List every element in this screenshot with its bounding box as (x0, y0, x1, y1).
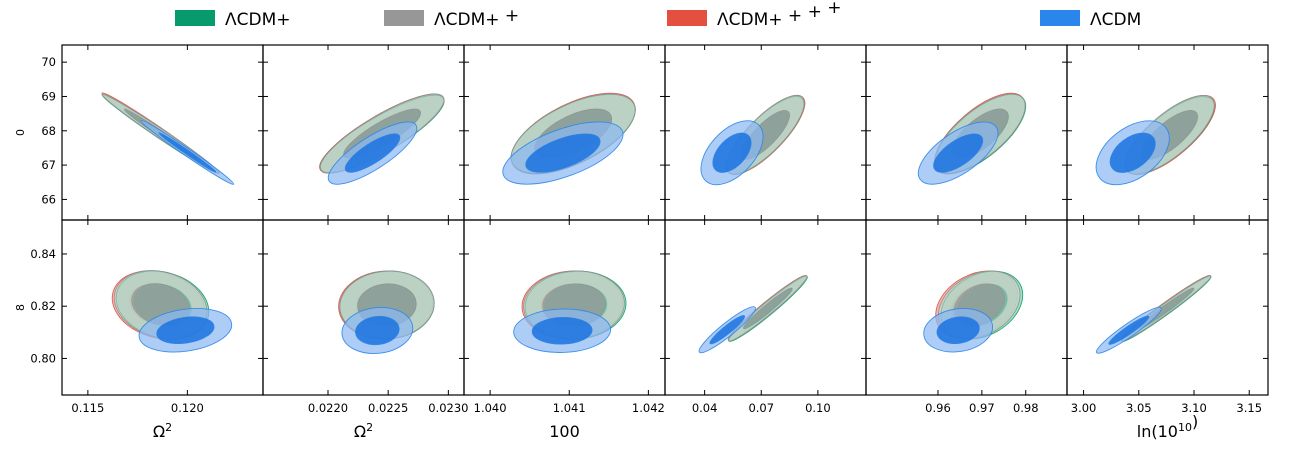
panel-H0-ombh2 (262, 44, 465, 221)
contour-inner--CDM (1109, 132, 1156, 173)
x-tick-label: 0.96 (925, 401, 951, 415)
panel-sigma8-tau: 0.04 0.07 0.10 (664, 219, 867, 415)
contour-inner--CDM (1108, 315, 1150, 345)
x-tick-label: 3.00 (1071, 401, 1097, 415)
contour-inner--CDM (344, 133, 401, 173)
x-tick-label: 0.0230 (428, 401, 468, 415)
x-tick-label: 1.040 (474, 401, 507, 415)
panel-H0-omch2: 66 67 68 69 70 (41, 44, 264, 221)
panel-sigma8-theta: 1.040 1.041 1.042 (463, 219, 666, 415)
x-tick-label: 0.115 (71, 401, 104, 415)
panel-H0-ns (865, 44, 1068, 221)
contour-group (319, 93, 445, 185)
contour-group (338, 270, 435, 354)
x-tick-label: 1.042 (632, 401, 665, 415)
y-tick-label: 67 (41, 158, 56, 172)
contour-group (101, 92, 235, 185)
contour-group (111, 270, 233, 353)
contour-group (502, 92, 636, 185)
y-tick-label: 69 (41, 89, 56, 103)
legend-swatch-0 (175, 10, 215, 26)
y-tick-label: 70 (41, 55, 56, 69)
y-tick-label: 68 (41, 124, 56, 138)
panel-sigma8-ns: 0.96 0.97 0.98 (865, 219, 1068, 415)
panel-H0-logA (1066, 44, 1269, 221)
x-tick-label: 3.10 (1181, 401, 1207, 415)
contour-inner--CDM (355, 315, 400, 346)
x-tick-label: 3.05 (1126, 401, 1152, 415)
legend-label-2: ΛCDM+zt + kt + AeISW + AlISW (717, 0, 841, 30)
contour-inner--CDM (709, 315, 746, 345)
contour-inner--CDM (156, 316, 215, 345)
contour-group (700, 94, 806, 186)
x-axis-label-omch2: Ωch2 (153, 421, 172, 441)
x-tick-label: 1.041 (553, 401, 586, 415)
x-axis-label-theta: 100θMC (549, 422, 580, 441)
contour-group (923, 270, 1024, 353)
panel-H0-tau (664, 44, 867, 221)
y-tick-label: 0.84 (30, 247, 56, 261)
x-tick-label: 0.0220 (308, 401, 348, 415)
x-axis-label-logA: ln(1010As) (1137, 412, 1198, 441)
x-axis-label-ombh2: Ωbh2 (354, 421, 373, 441)
contour-inner--CDM (525, 133, 601, 173)
x-tick-label: 3.15 (1236, 401, 1262, 415)
x-tick-label: 0.07 (748, 401, 774, 415)
x-tick-label: 0.98 (1013, 401, 1039, 415)
x-tick-label: 0.10 (805, 401, 831, 415)
contour-group (917, 92, 1027, 185)
legend-label-3: ΛCDM (1090, 10, 1141, 30)
legend-swatch-2 (667, 10, 707, 26)
contour-inner--CDM-A-eISW-A-lISW (742, 287, 793, 329)
contour-group (513, 270, 627, 353)
contour-inner--CDM (531, 316, 593, 345)
contour-group (698, 274, 808, 354)
panel-sigma8-logA: 3.00 3.05 3.10 3.15 (1066, 219, 1269, 415)
contour-group (1095, 94, 1216, 186)
contour-inner--CDM (936, 316, 980, 345)
contour-inner--CDM (712, 132, 752, 173)
legend: ΛCDM+AISW ΛCDM+AeISW + AlISW ΛCDM+zt + kt … (175, 0, 1141, 30)
legend-swatch-3 (1040, 10, 1080, 26)
contour-inner--CDM (158, 132, 217, 173)
y-tick-label: 0.82 (30, 299, 56, 313)
panel-sigma8-ombh2: 0.0220 0.0225 0.0230 (262, 219, 468, 415)
contour-inner--CDM (933, 133, 984, 173)
y-axis-label-H0: H0 (14, 129, 27, 136)
panel-frame (1066, 219, 1269, 396)
legend-swatch-1 (384, 10, 424, 26)
x-tick-label: 0.0225 (368, 401, 408, 415)
x-tick-label: 0.120 (171, 401, 204, 415)
panel-H0-theta (463, 44, 666, 221)
y-tick-label: 66 (41, 192, 56, 206)
x-tick-label: 0.04 (692, 401, 718, 415)
y-axis-label-sigma8: σ8 (14, 304, 27, 311)
legend-label-1: ΛCDM+AeISW + AlISW (434, 6, 519, 30)
x-tick-label: 0.97 (969, 401, 995, 415)
y-tick-label: 0.80 (30, 351, 56, 365)
contour-group (1095, 274, 1212, 354)
legend-label-0: ΛCDM+AISW (225, 10, 291, 30)
panel-sigma8-omch2: 0.115 0.120 0.80 0.82 0.84 (30, 219, 264, 415)
